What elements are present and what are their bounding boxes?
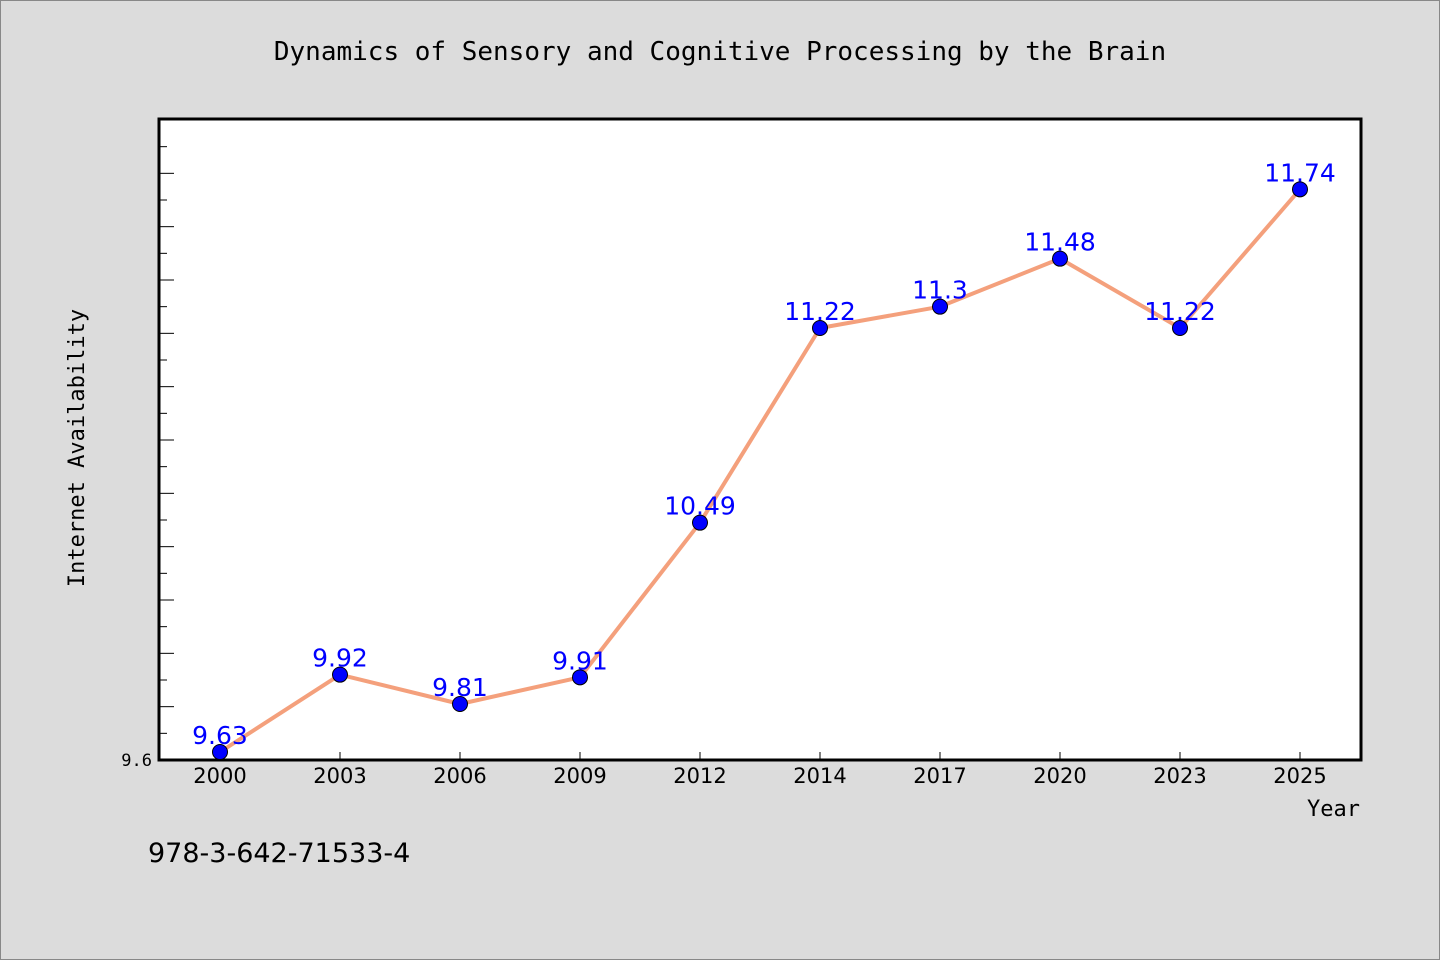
data-label: 9.63 <box>192 721 248 750</box>
data-label: 9.91 <box>552 646 608 675</box>
chart-title: Dynamics of Sensory and Cognitive Proces… <box>274 37 1166 67</box>
data-label: 10.49 <box>664 492 736 521</box>
x-tick-label: 2000 <box>193 764 246 788</box>
data-label: 11.74 <box>1264 158 1336 187</box>
y-axis-ticks <box>160 146 174 734</box>
x-tick-label: 2006 <box>433 764 486 788</box>
x-tick-label: 2020 <box>1033 764 1086 788</box>
data-point <box>1292 181 1308 198</box>
footnote: 978-3-642-71533-4 <box>148 838 410 869</box>
data-point <box>692 514 708 531</box>
plot-area <box>157 117 1363 762</box>
x-axis-ticks: 2000 2003 2006 2009 2012 2014 2017 2020 2023 2025 <box>193 752 1327 788</box>
x-tick-label: 2012 <box>673 764 726 788</box>
x-tick-label: 2014 <box>793 764 846 788</box>
series-line <box>218 188 1302 754</box>
data-point <box>212 744 228 760</box>
y-tick-label: 9.6 <box>121 751 152 771</box>
data-label: 11.22 <box>1144 297 1216 326</box>
data-point <box>1172 320 1188 336</box>
data-label: 11.48 <box>1024 228 1096 257</box>
y-axis-label: Internet Availability <box>65 309 90 587</box>
data-point <box>452 696 468 712</box>
data-point <box>1052 250 1068 267</box>
data-label: 9.92 <box>312 644 368 673</box>
x-tick-label: 2003 <box>313 764 366 788</box>
data-point <box>332 666 348 683</box>
series-line-group: 9.63 9.92 9.81 9.91 10.49 11.22 11.3 11.48 11.22… <box>192 158 1336 760</box>
data-point <box>572 669 588 686</box>
x-tick-label: 2025 <box>1273 764 1326 788</box>
data-point <box>812 320 828 336</box>
x-tick-label: 2009 <box>553 764 606 788</box>
data-point <box>932 298 948 315</box>
x-axis-label: Year <box>1307 797 1360 822</box>
x-tick-label: 2023 <box>1153 764 1206 788</box>
x-tick-label: 2017 <box>913 764 966 788</box>
data-label: 9.81 <box>432 673 488 702</box>
data-label: 11.22 <box>784 297 856 326</box>
data-label: 11.3 <box>912 276 968 305</box>
